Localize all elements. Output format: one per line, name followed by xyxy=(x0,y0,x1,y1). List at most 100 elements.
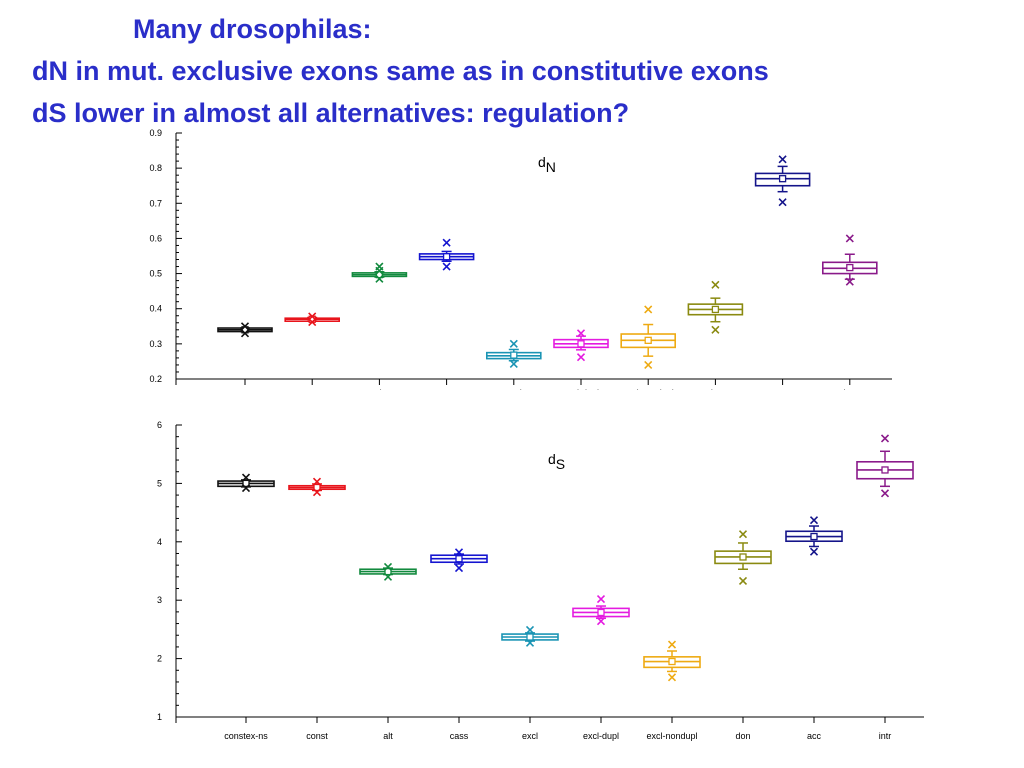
box-mean-marker xyxy=(242,479,250,488)
outlier-marker xyxy=(809,547,819,556)
box-excl-nondupl xyxy=(643,640,701,682)
panel-label: dS xyxy=(548,451,565,472)
x-tick-label: excl xyxy=(506,388,522,390)
y-tick-label: 0.3 xyxy=(149,339,162,349)
box-mean-marker xyxy=(739,553,747,561)
box-mean-marker xyxy=(313,483,321,492)
x-tick-label: don xyxy=(708,388,723,390)
panel-label-sub: N xyxy=(546,159,556,175)
x-tick-label: const xyxy=(306,731,328,741)
box-mean-marker xyxy=(510,351,518,359)
outlier-marker xyxy=(383,562,393,571)
y-tick-label: 3 xyxy=(157,595,162,605)
dn-boxplot-chart: 0.2 0.3 0.4 0.5 0.6 0.7 0.8 0.9 constex-ns const a… xyxy=(149,128,892,390)
panel-label: dN xyxy=(538,154,556,175)
outlier-marker xyxy=(738,530,748,539)
outlier-marker xyxy=(778,155,787,164)
y-tick-label: 1 xyxy=(157,712,162,722)
box-alt xyxy=(359,562,417,581)
y-tick-label: 6 xyxy=(157,420,162,430)
outlier-marker xyxy=(375,274,384,283)
outlier-marker xyxy=(509,339,518,348)
outlier-marker xyxy=(442,238,451,247)
y-tick-label: 2 xyxy=(157,654,162,664)
y-tick-label: 0.6 xyxy=(149,233,162,243)
box-mean-marker xyxy=(644,336,652,344)
x-tick-label: const xyxy=(301,388,323,390)
x-tick-label: don xyxy=(735,731,750,741)
box-mean-marker xyxy=(384,567,392,576)
outlier-marker xyxy=(667,673,677,682)
outlier-marker xyxy=(778,198,787,207)
y-tick-label: 5 xyxy=(157,478,162,488)
x-tick-label: cass xyxy=(450,731,469,741)
box-constex-ns xyxy=(217,473,275,493)
x-tick-label: excl-dupl xyxy=(563,388,599,390)
box-const xyxy=(288,477,346,497)
box-constex-ns xyxy=(217,322,273,338)
outlier-marker xyxy=(711,280,720,289)
slide-title: Many drosophilas: dN in mut. exclusive e… xyxy=(0,0,1024,130)
box-mean-marker xyxy=(711,305,720,314)
outlier-marker xyxy=(576,353,586,362)
panel-label-main: d xyxy=(548,451,556,467)
box-excl-dupl xyxy=(553,329,609,362)
box-mean-marker xyxy=(442,253,451,261)
box-mean-marker xyxy=(778,175,787,183)
y-tick-label: 4 xyxy=(157,537,162,547)
box-excl-nondupl xyxy=(620,305,677,370)
outlier-marker xyxy=(241,473,251,482)
outlier-marker xyxy=(240,329,250,338)
outlier-marker xyxy=(809,516,819,525)
outlier-marker xyxy=(241,484,251,493)
outlier-marker xyxy=(375,266,384,275)
box-mean-marker xyxy=(577,340,585,348)
box-mean-marker xyxy=(597,608,605,617)
box-cass xyxy=(418,238,475,271)
outlier-marker xyxy=(644,305,653,314)
outlier-marker xyxy=(596,594,606,604)
outlier-marker xyxy=(644,360,653,370)
x-tick-label: alt xyxy=(383,731,393,741)
outlier-marker xyxy=(525,638,535,647)
x-tick-label: excl-nondupl xyxy=(646,731,697,741)
outlier-marker xyxy=(738,576,748,585)
y-tick-label: 0.4 xyxy=(149,304,162,314)
outlier-marker xyxy=(442,262,451,271)
y-tick-label: 0.2 xyxy=(149,374,162,384)
ds-boxplot-chart: 1 2 3 4 5 6 constex-ns const alt cass excl excl-dup… xyxy=(157,420,924,741)
y-tick-label: 0.7 xyxy=(149,198,162,208)
x-tick-label: intr xyxy=(879,731,892,741)
y-tick-label: 0.9 xyxy=(149,128,162,138)
outlier-marker xyxy=(596,617,606,626)
x-tick-label: intr xyxy=(844,388,857,390)
outlier-marker xyxy=(667,640,677,649)
box-cass xyxy=(430,548,488,573)
box-const xyxy=(284,312,341,327)
box-mean-marker xyxy=(455,555,463,563)
box-acc xyxy=(754,155,811,207)
outlier-marker xyxy=(880,489,890,498)
x-tick-label: constex-ns xyxy=(224,731,268,741)
x-tick-label: constex-ns xyxy=(223,388,267,390)
outlier-marker xyxy=(880,434,890,443)
box-mean-marker xyxy=(810,532,818,541)
outlier-marker xyxy=(383,572,393,581)
box-excl xyxy=(501,625,559,647)
x-tick-label: acc xyxy=(776,388,791,390)
box-mean-marker xyxy=(846,263,854,272)
box-mean-marker xyxy=(668,657,676,666)
outlier-marker xyxy=(845,277,854,286)
x-tick-label: acc xyxy=(807,731,822,741)
outlier-marker xyxy=(312,477,322,486)
box-intr xyxy=(856,434,914,498)
box-mean-marker xyxy=(526,633,534,641)
title-line-1: Many drosophilas: xyxy=(133,14,372,44)
box-alt xyxy=(351,262,408,283)
box-don xyxy=(714,530,772,585)
outlier-marker xyxy=(308,312,317,321)
box-acc xyxy=(785,516,843,556)
x-tick-label: excl-dupl xyxy=(583,731,619,741)
y-tick-label: 0.8 xyxy=(149,163,162,173)
x-tick-label: alt xyxy=(375,388,385,390)
